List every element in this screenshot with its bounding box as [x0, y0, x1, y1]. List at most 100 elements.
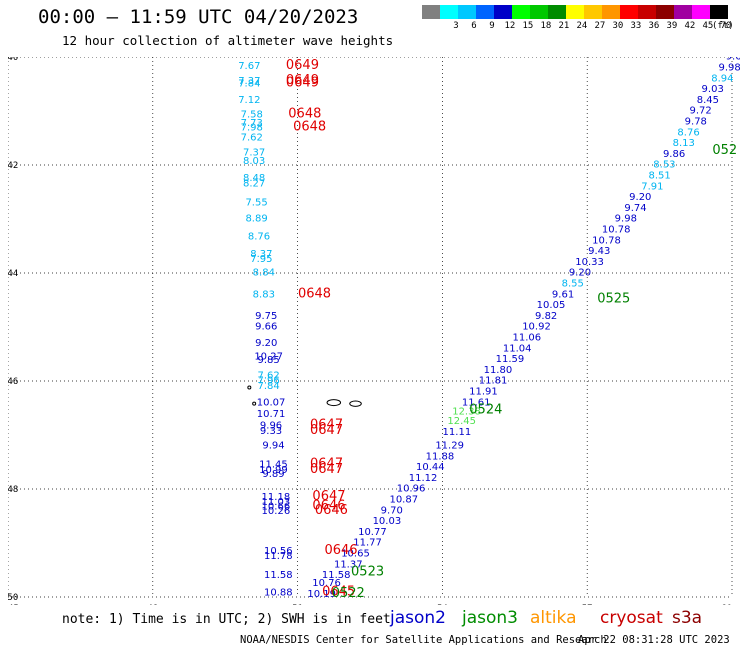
swh-value: 9.20: [569, 268, 591, 279]
swh-value: 8.37: [250, 249, 272, 260]
land-fragment: [247, 385, 252, 390]
colorbar-swatch: [494, 5, 512, 19]
colorbar-swatch: [584, 5, 602, 19]
pass-time-label: 0524: [469, 402, 502, 417]
swh-value: 8.53: [653, 160, 675, 171]
colorbar-swatch: [710, 5, 728, 19]
swh-value: 8.76: [677, 127, 699, 138]
swh-value: 10.92: [522, 322, 551, 333]
swh-value: 10.03: [373, 516, 402, 527]
swh-value: 8.76: [248, 232, 270, 243]
swh-value: 8.55: [562, 279, 584, 290]
colorbar-swatch: [548, 5, 566, 19]
swh-value: 7.58: [241, 109, 263, 120]
swh-value: 9.86: [663, 149, 685, 160]
island-outline: [349, 400, 362, 407]
swh-value: 11.03: [262, 497, 291, 508]
wave-height-map: 454851545760-40-42-44-46-48-507.677.377.…: [8, 57, 740, 605]
swh-value: 11.77: [353, 538, 382, 549]
swh-value: 9.75: [255, 311, 277, 322]
swh-value: 11.18: [262, 492, 291, 503]
swh-value: 11.58: [322, 570, 351, 581]
swh-value: 9.66: [255, 322, 277, 333]
land-fragment: [252, 401, 257, 406]
y-tick-label: -40: [8, 57, 18, 63]
swh-value: 9.61: [552, 289, 574, 300]
colorbar-tick-label: 3: [453, 21, 459, 31]
pass-time-label: 0646: [315, 503, 348, 518]
map-title: 00:00 – 11:59 UTC 04/20/2023: [38, 6, 359, 28]
swh-value: 9.98: [718, 63, 740, 74]
colorbar-swatch: [422, 5, 440, 19]
swh-value: 10.26: [262, 506, 291, 517]
colorbar-tick-label: 45: [702, 21, 714, 31]
y-tick-label: -46: [8, 377, 18, 387]
colorbar-tick-label: 33: [630, 21, 642, 31]
pass-time-label: 0647: [310, 456, 343, 471]
swh-value: 10.99: [259, 465, 288, 476]
colorbar-tick-label: 9: [489, 21, 495, 31]
x-tick-label: 45: [8, 604, 19, 605]
colorbar-swatch: [458, 5, 476, 19]
swh-value: 11.91: [469, 387, 498, 398]
legend-entry-s3a: s3a: [672, 608, 703, 628]
x-tick-label: 48: [147, 604, 158, 605]
colorbar-swatch: [602, 5, 620, 19]
colorbar-tick-label: 27: [594, 21, 606, 31]
pass-time-label: 0649: [286, 76, 319, 91]
swh-value: 8.89: [245, 214, 267, 225]
swh-value: 9.20: [629, 192, 651, 203]
swh-value: 10.88: [264, 587, 293, 598]
colorbar-tick-label: 24: [576, 21, 588, 31]
swh-value: 9.78: [685, 117, 707, 128]
colorbar-tick-label: 39: [666, 21, 678, 31]
swh-value: 10.07: [257, 397, 286, 408]
x-tick-label: 51: [292, 604, 303, 605]
swh-value: 9.98: [615, 214, 637, 225]
swh-value: 7.96: [258, 376, 280, 387]
colorbar-tick-label: 18: [540, 21, 552, 31]
colorbar-unit: (ft): [712, 21, 734, 31]
swh-value: 9.89: [262, 469, 284, 480]
pass-time-label: 0645: [322, 584, 355, 599]
pass-time-label: 0525: [597, 292, 630, 307]
swh-value: 10.27: [254, 351, 283, 362]
colorbar-tick-label: 12: [504, 21, 516, 31]
swh-value: 11.61: [462, 397, 491, 408]
swh-value: 11.88: [426, 451, 455, 462]
x-tick-label: 57: [582, 604, 593, 605]
swh-value: 7.91: [641, 181, 663, 192]
swh-value: 8.27: [243, 179, 265, 190]
pass-time-label: 0646: [324, 543, 357, 558]
swh-value: 10.78: [592, 235, 621, 246]
swh-value: 9.20: [255, 338, 277, 349]
colorbar-swatch: [476, 5, 494, 19]
swh-value: 10.44: [416, 462, 445, 473]
colorbar-tick-label: 6: [471, 21, 477, 31]
swh-value: 11.78: [264, 551, 293, 562]
swh-value: 12.45: [447, 416, 476, 427]
swh-value: 8.45: [697, 95, 719, 106]
footer-note: note: 1) Time is in UTC; 2) SWH is in fe…: [62, 612, 391, 627]
swh-value: 9.72: [689, 106, 711, 117]
swh-value: 11.37: [334, 559, 363, 570]
colorbar-tick-label: 70: [720, 21, 732, 31]
swh-value: 8.94: [711, 73, 733, 84]
swh-value: 9.96: [260, 421, 282, 432]
swh-value: 10.96: [397, 484, 426, 495]
swh-value: 9.74: [624, 203, 646, 214]
colorbar-swatch: [530, 5, 548, 19]
legend-entry-jason2: jason2: [390, 608, 446, 628]
swh-value: 10.65: [341, 549, 370, 560]
pass-time-label: 0649: [286, 73, 319, 88]
swh-value: 9.69: [726, 57, 740, 63]
pass-time-label: 0647: [310, 462, 343, 477]
swh-value: 10.77: [358, 527, 387, 538]
swh-value: 9.94: [262, 441, 284, 452]
colorbar-tick-label: 36: [648, 21, 660, 31]
pass-time-label: 0648: [293, 119, 326, 134]
colorbar-swatch: [440, 5, 458, 19]
colorbar-swatch: [620, 5, 638, 19]
swh-value: 10.78: [602, 225, 631, 236]
swh-value: 11.58: [264, 570, 293, 581]
